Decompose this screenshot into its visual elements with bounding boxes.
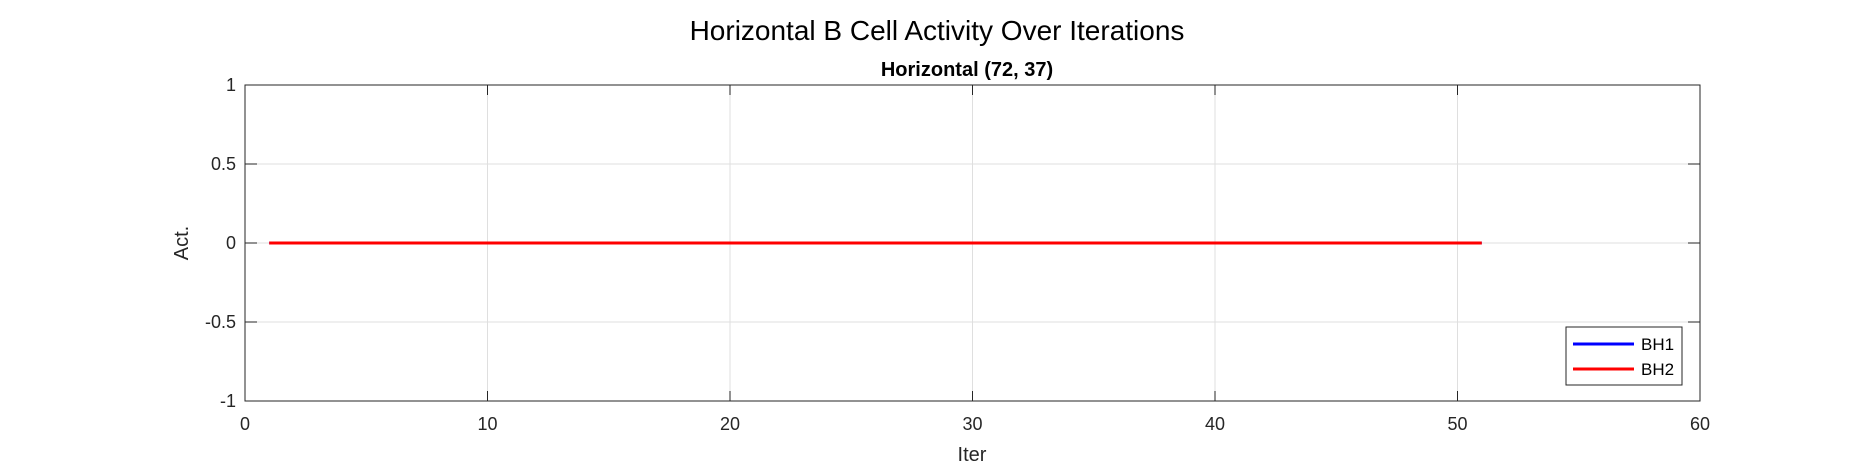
legend-label-bh1: BH1: [1641, 335, 1674, 354]
y-tick-label: 1: [226, 75, 236, 95]
axes-title: Horizontal (72, 37): [881, 59, 1053, 81]
plot-frame: [244, 84, 1701, 402]
y-tick-label: -1: [220, 391, 236, 411]
x-tick-labels: 0 10 20 30 40 50 60: [240, 414, 1710, 434]
x-tick-label: 0: [240, 414, 250, 434]
y-tick-label: 0.5: [211, 154, 236, 174]
y-tick-label: -0.5: [205, 312, 236, 332]
y-axis-label: Act.: [171, 226, 193, 260]
legend: BH1 BH2: [1565, 326, 1683, 386]
x-tick-label: 10: [477, 414, 497, 434]
x-tick-label: 40: [1205, 414, 1225, 434]
x-tick-label: 50: [1447, 414, 1467, 434]
figure-suptitle: Horizontal B Cell Activity Over Iteratio…: [690, 15, 1185, 46]
x-tick-label: 60: [1690, 414, 1710, 434]
legend-box: [1565, 326, 1683, 386]
y-tick-label: 0: [226, 233, 236, 253]
x-tick-label: 20: [720, 414, 740, 434]
x-axis-label: Iter: [958, 444, 987, 466]
x-tick-label: 30: [962, 414, 982, 434]
legend-label-bh2: BH2: [1641, 360, 1674, 379]
y-tick-labels: -1 -0.5 0 0.5 1: [205, 75, 236, 411]
